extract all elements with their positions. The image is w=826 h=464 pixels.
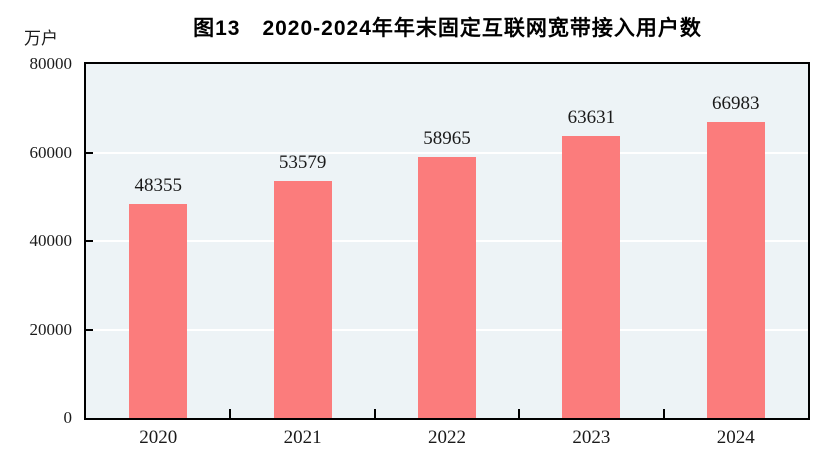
x-axis-label-2021: 2021 — [283, 427, 322, 448]
y-axis-unit-label: 万户 — [24, 29, 58, 48]
x-axis-label-2024: 2024 — [716, 427, 755, 448]
y-tick-mark-60000 — [86, 151, 93, 154]
y-axis-label-60000: 60000 — [29, 142, 73, 162]
gridline-60000 — [86, 151, 808, 154]
bar-value-label-2021: 53579 — [278, 151, 327, 173]
y-tick-mark-20000 — [86, 328, 93, 331]
x-tick-mark-4 — [662, 409, 665, 418]
bar-2022 — [418, 157, 476, 418]
bar-2021 — [273, 180, 332, 418]
x-axis-label-2022: 2022 — [427, 427, 466, 448]
y-axis-label-20000: 20000 — [29, 319, 73, 339]
x-axis-label-2020: 2020 — [139, 427, 178, 448]
bar-2020 — [129, 204, 188, 418]
bar-value-label-2020: 48355 — [134, 175, 182, 197]
bar-2024 — [706, 121, 765, 418]
x-tick-mark-3 — [518, 409, 521, 418]
plot-area: 48355 53579 58965 63631 66983 — [84, 62, 810, 420]
y-tick-mark-40000 — [86, 240, 93, 242]
x-axis-label-2023: 2023 — [572, 427, 611, 448]
bar-2023 — [562, 136, 621, 418]
y-axis-label-0: 0 — [63, 408, 73, 427]
chart-title: 图13 2020-2024年年末固定互联网宽带接入用户数 — [193, 17, 702, 40]
bar-value-label-2022: 58965 — [423, 128, 471, 150]
x-tick-mark-1 — [229, 409, 232, 418]
bar-value-label-2024: 66983 — [712, 92, 760, 114]
x-tick-mark-2 — [373, 409, 376, 418]
y-axis-label-40000: 40000 — [29, 231, 73, 250]
y-axis-label-80000: 80000 — [29, 54, 73, 73]
bar-value-label-2023: 63631 — [567, 107, 616, 129]
